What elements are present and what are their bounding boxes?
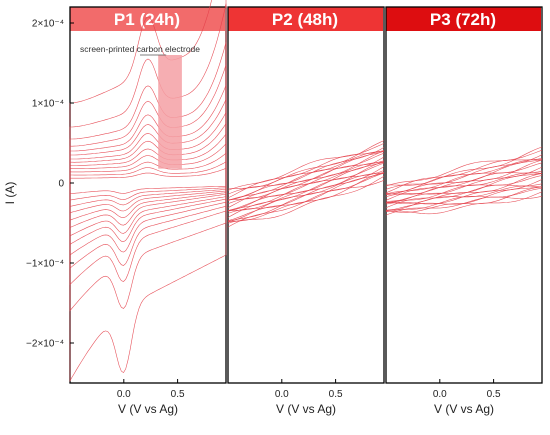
panel-label-p1: P1 (24h) — [114, 10, 180, 29]
electrode-annotation-text: screen-printed carbon electrode — [80, 44, 200, 54]
panel-label-p2: P2 (48h) — [272, 10, 338, 29]
cv-curve-p2-13 — [227, 160, 385, 208]
cv-curve-p2-18 — [227, 151, 385, 201]
plot-frame-p3 — [385, 6, 543, 384]
cv-curve-p2-21 — [227, 143, 385, 191]
cv-curve-p1-11 — [69, 42, 227, 286]
x-tick-label: 0.0 — [433, 389, 447, 400]
cv-curves-p3 — [385, 146, 543, 216]
panel-p3: P3 (72h) 0.0 0.5 V (V vs Ag) — [385, 6, 543, 416]
panel-p1: P1 (24h) screen-printed carbon electrode… — [26, 0, 227, 416]
cv-curve-p3-9 — [385, 175, 543, 203]
cv-curve-p1-7 — [69, 112, 227, 237]
x-ticks-p3: 0.0 0.5 — [433, 379, 501, 400]
cv-curve-p2-8 — [227, 166, 385, 214]
y-ticks: 2×10⁻⁴ 1×10⁻⁴ 0 −1×10⁻⁴ −2×10⁻⁴ — [26, 19, 74, 350]
x-axis-title-p3: V (V vs Ag) — [434, 402, 494, 416]
panel-header-p2 — [228, 7, 383, 31]
cv-curve-p2-7 — [227, 170, 385, 218]
x-axis-title-p1: V (V vs Ag) — [118, 402, 178, 416]
y-tick-label: 0 — [58, 179, 64, 190]
y-tick-label: −2×10⁻⁴ — [26, 339, 64, 350]
y-tick-label: −1×10⁻⁴ — [26, 259, 64, 270]
x-axis-title-p2: V (V vs Ag) — [276, 402, 336, 416]
cv-curve-p1-2 — [69, 161, 227, 201]
cv-curves-p1 — [69, 0, 227, 382]
cv-curve-p2-22 — [227, 140, 385, 190]
cv-curve-p1-1 — [69, 167, 227, 195]
plot-frame-p2 — [227, 6, 385, 384]
panel-header-p1 — [70, 7, 225, 31]
x-tick-label: 0.0 — [275, 389, 289, 400]
x-ticks-p2: 0.0 0.5 — [275, 379, 343, 400]
cv-curve-p2-11 — [227, 161, 385, 212]
cv-curve-p2-2 — [227, 176, 385, 224]
cv-curve-p3-8 — [385, 179, 543, 205]
electrode-annotation-box — [158, 55, 182, 169]
cv-curve-p3-18 — [385, 159, 543, 195]
y-tick-label: 1×10⁻⁴ — [32, 99, 64, 110]
cv-curve-p2-10 — [227, 161, 385, 211]
cv-curve-p2-16 — [227, 150, 385, 200]
cv-curve-p2-14 — [227, 156, 385, 204]
y-tick-label: 2×10⁻⁴ — [32, 19, 64, 30]
cv-curve-p1-13 — [69, 0, 227, 382]
cv-curve-p3-14 — [385, 166, 543, 197]
x-tick-label: 0.5 — [487, 389, 501, 400]
cv-curves-p2 — [227, 140, 385, 228]
cv-curve-p2-6 — [227, 172, 385, 221]
cv-curve-p2-12 — [227, 161, 385, 211]
cv-curve-p3-19 — [385, 158, 543, 194]
cv-curve-p3-3 — [385, 188, 543, 211]
cv-curve-p2-20 — [227, 147, 385, 195]
cv-curve-p3-7 — [385, 183, 543, 208]
panel-label-p3: P3 (72h) — [430, 10, 496, 29]
y-axis-title: I (A) — [3, 182, 17, 205]
cv-curve-p1-9 — [69, 85, 227, 256]
cv-curve-p3-20 — [385, 154, 543, 190]
cv-curve-p1-6 — [69, 122, 227, 228]
cv-curve-p3-22 — [385, 146, 543, 186]
x-tick-label: 0.5 — [329, 389, 343, 400]
panel-p2: P2 (48h) 0.0 0.5 V (V vs Ag) — [227, 6, 385, 416]
x-ticks-p1: 0.0 0.5 — [117, 379, 185, 400]
panel-header-p3 — [386, 7, 541, 31]
cv-curve-p3-16 — [385, 159, 543, 195]
x-tick-label: 0.0 — [117, 389, 131, 400]
cv-curve-p2-4 — [227, 172, 385, 222]
x-tick-label: 0.5 — [171, 389, 185, 400]
